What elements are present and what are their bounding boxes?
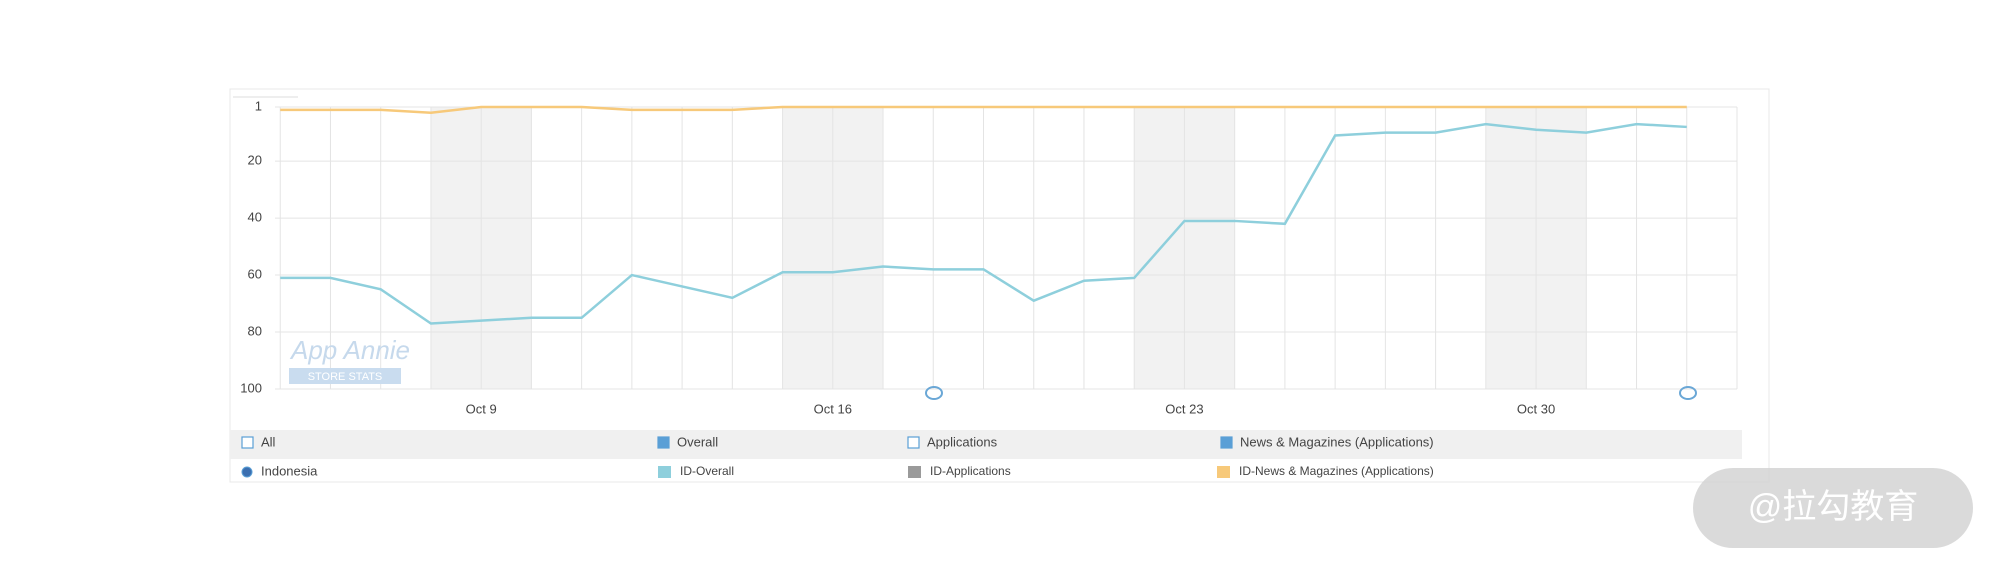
legend-swatch	[658, 466, 671, 478]
x-tick-label: Oct 16	[814, 401, 852, 416]
filter-label[interactable]: Applications	[927, 434, 998, 449]
y-tick-label: 80	[248, 323, 262, 338]
badge	[1693, 468, 1973, 548]
filter-checkbox[interactable]	[657, 436, 670, 449]
legend-label: ID-Overall	[680, 464, 734, 478]
filter-checkbox[interactable]	[1220, 436, 1233, 449]
legend-label: ID-Applications	[930, 464, 1011, 478]
y-tick-label: 1	[255, 98, 262, 113]
y-tick-label: 20	[248, 153, 262, 168]
y-tick-label: 60	[248, 266, 262, 281]
y-tick-label: 100	[240, 380, 262, 395]
watermark-title: App Annie	[289, 335, 410, 365]
country-label[interactable]: Indonesia	[261, 463, 318, 478]
x-tick-label: Oct 9	[466, 401, 497, 416]
y-tick-label: 40	[248, 210, 262, 225]
plot-area: 1 20 40 60 80 100 Oct 9 Oct 16 Oct 23 Oct 30	[240, 98, 1738, 416]
country-radio[interactable]	[241, 466, 253, 478]
watermark-subtitle: STORE STATS	[308, 371, 383, 383]
filter-row	[230, 430, 1742, 459]
badge-text: @拉勾教育	[1748, 488, 1919, 526]
filter-label[interactable]: Overall	[677, 434, 718, 449]
filter-checkbox[interactable]	[907, 436, 920, 449]
filter-label[interactable]: News & Magazines (Applications)	[1240, 434, 1434, 449]
filter-checkbox[interactable]	[241, 436, 254, 449]
x-tick-label: Oct 23	[1165, 401, 1203, 416]
filter-label[interactable]: All	[261, 434, 276, 449]
comment-icon	[925, 386, 943, 400]
series-line	[280, 122, 1687, 325]
legend-label: ID-News & Magazines (Applications)	[1239, 464, 1434, 478]
legend-swatch	[1217, 466, 1230, 478]
legend: All Overall Applications News & Magazines (…	[241, 434, 1434, 478]
series-line	[280, 105, 1687, 114]
watermark-band	[289, 368, 401, 384]
x-tick-label: Oct 30	[1517, 401, 1555, 416]
legend-swatch	[908, 466, 921, 478]
comment-icon	[1679, 386, 1697, 400]
